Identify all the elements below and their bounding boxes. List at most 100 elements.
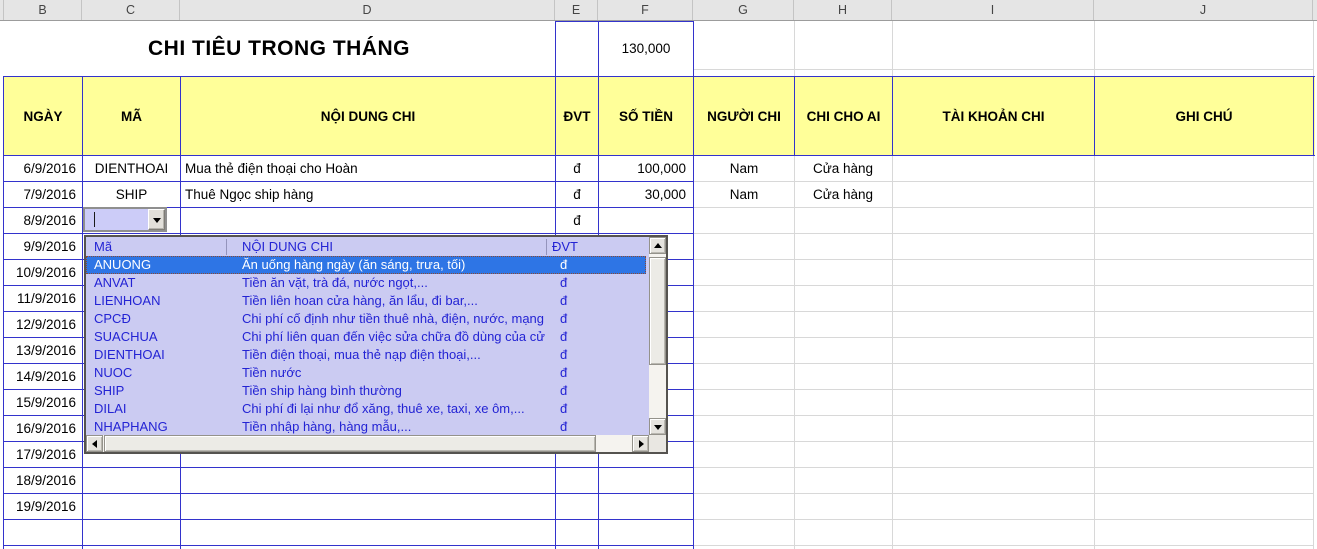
- cell-desc-row0[interactable]: Mua thẻ điện thoại cho Hoàn: [181, 156, 556, 182]
- horizontal-scrollbar[interactable]: [86, 435, 649, 452]
- cell-date-row9[interactable]: 15/9/2016: [4, 390, 83, 416]
- header-nguoi-chi[interactable]: NGƯỜI CHI: [694, 77, 795, 155]
- horizontal-scroll-thumb[interactable]: [104, 435, 596, 452]
- cell-desc-row13[interactable]: [181, 494, 556, 520]
- dropdown-item-ANVAT[interactable]: ANVAT Tiền ăn vặt, trà đá, nước ngọt,... đ: [86, 274, 646, 292]
- cell-amount-row14[interactable]: [599, 520, 694, 546]
- dropdown-item-ANUONG[interactable]: ANUONG Ăn uống hàng ngày (ăn sáng, trưa, …: [86, 256, 646, 274]
- cell-date-row5[interactable]: 11/9/2016: [4, 286, 83, 312]
- cell-desc-row1[interactable]: Thuê Ngọc ship hàng: [181, 182, 556, 208]
- cell-date-row8[interactable]: 14/9/2016: [4, 364, 83, 390]
- cell-amount-row0[interactable]: 100,000: [599, 156, 694, 182]
- cell-desc-row12[interactable]: [181, 468, 556, 494]
- cell-date-row2[interactable]: 8/9/2016: [4, 208, 83, 234]
- cell-code-row12[interactable]: [83, 468, 181, 494]
- cell-desc-row14[interactable]: [181, 520, 556, 546]
- cell-amount-row11[interactable]: [599, 442, 694, 468]
- dropdown-item-DIENTHOAI[interactable]: DIENTHOAI Tiền điện thoại, mua thẻ nạp đi…: [86, 346, 646, 364]
- header-tai-khoan[interactable]: TÀI KHOẢN CHI: [893, 77, 1095, 155]
- column-header-strip: B C D E F G H I J: [0, 0, 1317, 21]
- cell-dvt-row13[interactable]: [556, 494, 599, 520]
- cell-date-row7[interactable]: 13/9/2016: [4, 338, 83, 364]
- cell-date-row15[interactable]: [4, 546, 83, 549]
- dropdown-item-CPCĐ[interactable]: CPCĐ Chi phí cố định như tiền thuê nhà, đ…: [86, 310, 646, 328]
- cell-date-row1[interactable]: 7/9/2016: [4, 182, 83, 208]
- column-header-J[interactable]: J: [1094, 0, 1313, 20]
- cell-date-row6[interactable]: 12/9/2016: [4, 312, 83, 338]
- column-header-D[interactable]: D: [180, 0, 555, 20]
- column-header-F[interactable]: F: [598, 0, 693, 20]
- column-header-B[interactable]: B: [3, 0, 82, 20]
- vertical-scroll-thumb[interactable]: [649, 257, 666, 365]
- vertical-scrollbar[interactable]: [649, 237, 666, 435]
- cell-desc-row15[interactable]: [181, 546, 556, 549]
- cell-desc-row2[interactable]: [181, 208, 556, 234]
- item-dvt: đ: [560, 401, 568, 416]
- item-desc: Tiền liên hoan cửa hàng, ăn lẩu, đi bar,…: [242, 293, 478, 308]
- cell-amount-row2[interactable]: [599, 208, 694, 234]
- cell-dvt-row15[interactable]: [556, 546, 599, 549]
- cell-code-row13[interactable]: [83, 494, 181, 520]
- dropdown-item-DILAI[interactable]: DILAI Chi phí đi lại như đổ xăng, thuê xe…: [86, 400, 646, 418]
- item-code: DILAI: [94, 401, 127, 416]
- column-header-C[interactable]: C: [82, 0, 180, 20]
- cell-code-row15[interactable]: [83, 546, 181, 549]
- title-row-e-cell[interactable]: [555, 21, 599, 76]
- column-header-G[interactable]: G: [693, 0, 794, 20]
- column-header-H[interactable]: H: [794, 0, 892, 20]
- header-dvt[interactable]: ĐVT: [556, 77, 599, 155]
- cell-amount-row1[interactable]: 30,000: [599, 182, 694, 208]
- combo-dropdown-button[interactable]: [148, 209, 165, 230]
- cell-dvt-row2[interactable]: đ: [556, 208, 599, 234]
- title-row-total-cell[interactable]: 130,000: [598, 21, 694, 76]
- sheet-title-cell[interactable]: CHI TIÊU TRONG THÁNG: [148, 37, 410, 60]
- cell-dvt-row14[interactable]: [556, 520, 599, 546]
- cell-date-row4[interactable]: 10/9/2016: [4, 260, 83, 286]
- cell-dvt-row11[interactable]: [556, 442, 599, 468]
- scroll-down-button[interactable]: [649, 418, 666, 435]
- dropdown-item-NUOC[interactable]: NUOC Tiền nước đ: [86, 364, 646, 382]
- scroll-up-button[interactable]: [649, 237, 666, 254]
- cell-code-row11[interactable]: [83, 442, 181, 468]
- cell-payer-row0[interactable]: Nam: [729, 161, 759, 176]
- dropdown-item-SHIP[interactable]: SHIP Tiền ship hàng bình thường đ: [86, 382, 646, 400]
- cell-amount-row13[interactable]: [599, 494, 694, 520]
- column-header-I[interactable]: I: [892, 0, 1094, 20]
- cell-payer-row1[interactable]: Nam: [729, 187, 759, 202]
- cell-desc-row11[interactable]: [181, 442, 556, 468]
- header-ngay[interactable]: NGÀY: [4, 77, 83, 155]
- item-desc: Tiền ship hàng bình thường: [242, 383, 402, 398]
- cell-date-row11[interactable]: 17/9/2016: [4, 442, 83, 468]
- cell-code-row2[interactable]: [83, 208, 181, 234]
- cell-date-row3[interactable]: 9/9/2016: [4, 234, 83, 260]
- cell-dvt-row0[interactable]: đ: [556, 156, 599, 182]
- dropdown-item-NHAPHANG[interactable]: NHAPHANG Tiền nhập hàng, hàng mẫu,... đ: [86, 418, 646, 436]
- cell-code-row1[interactable]: SHIP: [83, 182, 181, 208]
- cell-code-row14[interactable]: [83, 520, 181, 546]
- scroll-left-button[interactable]: [86, 435, 103, 452]
- dropdown-item-SUACHUA[interactable]: SUACHUA Chi phí liên quan đến việc sửa ch…: [86, 328, 646, 346]
- code-combo-editor[interactable]: [83, 207, 167, 232]
- cell-amount-row12[interactable]: [599, 468, 694, 494]
- header-so-tien[interactable]: SỐ TIỀN: [599, 77, 694, 155]
- cell-date-row10[interactable]: 16/9/2016: [4, 416, 83, 442]
- item-code: ANUONG: [94, 257, 152, 272]
- header-chi-cho-ai[interactable]: CHI CHO AI: [795, 77, 893, 155]
- cell-amount-row15[interactable]: [599, 546, 694, 549]
- scroll-right-button[interactable]: [632, 435, 649, 452]
- header-noi-dung[interactable]: NỘI DUNG CHI: [181, 77, 556, 155]
- arrow-right-icon: [638, 439, 648, 448]
- cell-paid-for-row0[interactable]: Cửa hàng: [812, 161, 874, 176]
- cell-date-row13[interactable]: 19/9/2016: [4, 494, 83, 520]
- cell-date-row14[interactable]: [4, 520, 83, 546]
- header-ghi-chu[interactable]: GHI CHÚ: [1095, 77, 1314, 155]
- cell-date-row12[interactable]: 18/9/2016: [4, 468, 83, 494]
- dropdown-item-LIENHOAN[interactable]: LIENHOAN Tiền liên hoan cửa hàng, ăn lẩu,…: [86, 292, 646, 310]
- cell-dvt-row12[interactable]: [556, 468, 599, 494]
- column-header-E[interactable]: E: [555, 0, 598, 20]
- cell-date-row0[interactable]: 6/9/2016: [4, 156, 83, 182]
- cell-dvt-row1[interactable]: đ: [556, 182, 599, 208]
- cell-paid-for-row1[interactable]: Cửa hàng: [812, 187, 874, 202]
- cell-code-row0[interactable]: DIENTHOAI: [83, 156, 181, 182]
- header-ma[interactable]: MÃ: [83, 77, 181, 155]
